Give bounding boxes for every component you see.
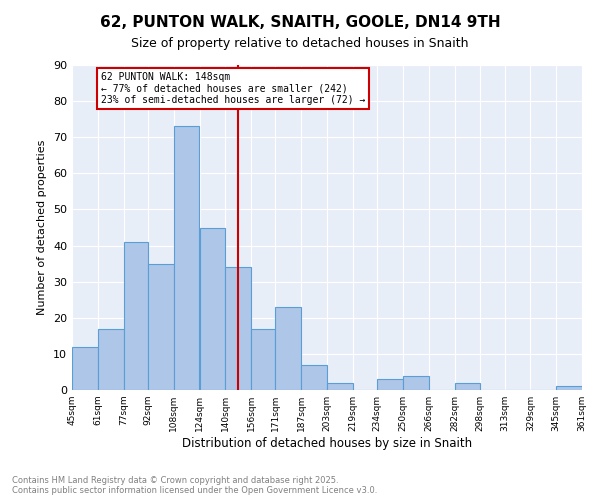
Text: Size of property relative to detached houses in Snaith: Size of property relative to detached ho… [131, 38, 469, 51]
Text: 62, PUNTON WALK, SNAITH, GOOLE, DN14 9TH: 62, PUNTON WALK, SNAITH, GOOLE, DN14 9TH [100, 15, 500, 30]
Bar [226, 267, 251, 390]
Bar [148, 264, 173, 390]
Bar [275, 307, 301, 390]
Text: 62 PUNTON WALK: 148sqm
← 77% of detached houses are smaller (242)
23% of semi-de: 62 PUNTON WALK: 148sqm ← 77% of detached… [101, 72, 365, 106]
Bar [455, 383, 481, 390]
Bar [301, 364, 327, 390]
Bar [72, 346, 98, 390]
Bar [251, 328, 275, 390]
Bar [327, 383, 353, 390]
Y-axis label: Number of detached properties: Number of detached properties [37, 140, 47, 315]
Bar [403, 376, 428, 390]
Bar [98, 328, 124, 390]
Bar [124, 242, 148, 390]
Text: Contains HM Land Registry data © Crown copyright and database right 2025.
Contai: Contains HM Land Registry data © Crown c… [12, 476, 377, 495]
X-axis label: Distribution of detached houses by size in Snaith: Distribution of detached houses by size … [182, 437, 472, 450]
Bar [556, 386, 582, 390]
Bar [199, 228, 226, 390]
Bar [173, 126, 199, 390]
Bar [377, 379, 403, 390]
